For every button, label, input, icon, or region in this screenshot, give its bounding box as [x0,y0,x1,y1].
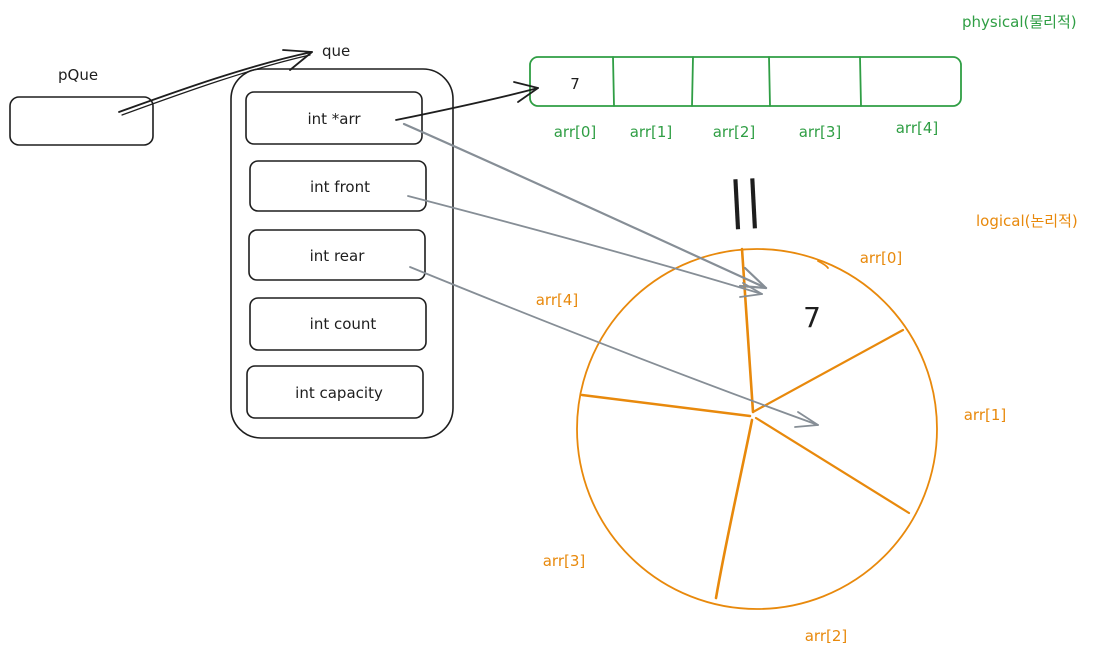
physical-array: physical(물리적) 7 arr[0] arr[1] arr[2] arr… [529,13,1077,141]
divider-bottom [714,418,754,600]
equals-mark: || [727,170,764,230]
arr-to-circle-arrow [402,122,768,290]
slot-0-value: 7 [803,301,821,334]
array-index-0: arr[0] [554,123,597,141]
circle-outline [576,248,938,610]
array-cell-0: 7 [570,75,580,93]
pque-arrow [118,51,313,113]
divider-left [580,393,752,418]
field-arr: int *arr [307,110,361,128]
rear-to-circle-arrow [409,266,819,428]
field-box-arr [245,91,423,145]
logical-title: logical(논리적) [976,212,1078,230]
slot-label-0: arr[0] [860,249,903,267]
array-box [529,56,962,107]
field-count: int count [310,315,377,333]
array-index-1: arr[1] [630,123,673,141]
pque-box [9,96,154,146]
slot-label-3: arr[3] [543,552,586,570]
array-index-2: arr[2] [713,123,756,141]
field-rear: int rear [310,247,366,265]
logical-circle: logical(논리적) 7 arr[0] arr[1] arr[2] arr[… [536,212,1078,645]
slot-label-4: arr[4] [536,291,579,309]
array-index-3: arr[3] [799,123,842,141]
slot-label-1: arr[1] [964,406,1007,424]
array-dividers [612,56,862,107]
pque-pointer: pQue [9,49,313,146]
arr-to-array-arrow [395,81,539,121]
pque-arrowhead [282,49,313,71]
que-struct: que int *arr int front int rear int coun… [230,42,454,439]
field-capacity: int capacity [295,384,383,402]
array-index-4: arr[4] [896,119,939,137]
que-box [230,68,454,439]
slot-label-2: arr[2] [805,627,848,645]
que-label: que [322,42,350,60]
field-box-capacity [246,365,424,419]
field-box-rear [248,229,426,281]
physical-title: physical(물리적) [962,13,1077,31]
field-box-front [249,160,427,212]
divider-upper-right [751,328,905,414]
divider-lower-right [754,416,911,515]
pque-label: pQue [58,66,98,84]
field-box-count [249,297,427,351]
front-to-circle-arrow [407,195,763,298]
divider-top [740,247,755,414]
field-front: int front [310,178,370,196]
